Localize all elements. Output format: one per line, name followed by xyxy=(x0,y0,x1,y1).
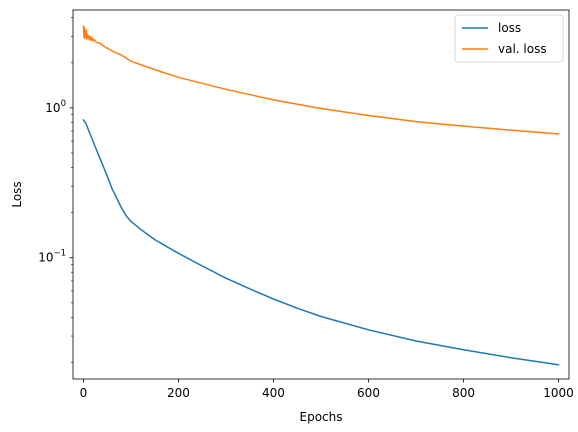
plot-lines xyxy=(82,25,560,366)
x-tick-label: 600 xyxy=(357,386,380,400)
legend-box xyxy=(454,14,564,63)
x-tick-label: 400 xyxy=(262,386,285,400)
y-tick-exponent: 0 xyxy=(61,99,66,109)
x-tick-label: 800 xyxy=(452,386,475,400)
y-tick-exponent: −1 xyxy=(53,249,66,259)
legend-label-loss: loss xyxy=(498,21,521,35)
x-tick-label: 0 xyxy=(80,386,88,400)
legend: loss val. loss xyxy=(454,14,564,63)
legend-label-val-loss: val. loss xyxy=(498,42,547,56)
x-tick-label: 1000 xyxy=(543,386,574,400)
plot-frame xyxy=(72,9,570,380)
x-tick-label: 200 xyxy=(167,386,190,400)
y-axis-label: Loss xyxy=(10,181,24,207)
x-axis-label: Epochs xyxy=(300,410,343,424)
series-line-loss xyxy=(82,118,560,366)
x-axis-ticks: 0 200 400 600 800 1000 xyxy=(80,379,574,400)
series-line-val-loss xyxy=(82,25,560,135)
